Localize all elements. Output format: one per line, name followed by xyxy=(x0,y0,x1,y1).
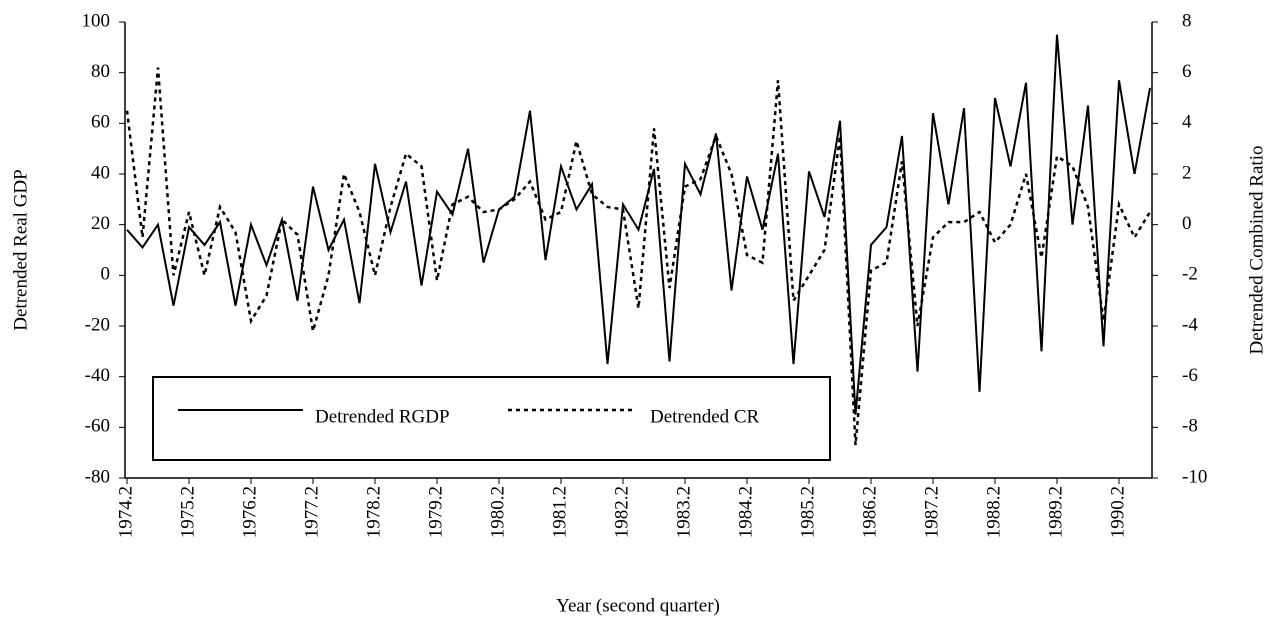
y2-tick-label: -10 xyxy=(1182,466,1207,487)
y2-tick-label: -2 xyxy=(1182,264,1198,285)
y2-tick-label: -8 xyxy=(1182,416,1198,437)
y2-tick-label: 2 xyxy=(1182,162,1192,183)
line-series xyxy=(125,67,1152,446)
y2-tick-label: 0 xyxy=(1182,213,1192,234)
legend-box xyxy=(152,376,831,461)
y-tick-label: -20 xyxy=(85,314,110,335)
y2-tick-label: 8 xyxy=(1182,10,1192,31)
line-series xyxy=(126,34,1151,415)
y2-tick-label: -4 xyxy=(1182,314,1198,335)
x-tick-label: 1974.2 xyxy=(115,486,136,538)
legend-label: Detrended CR xyxy=(650,406,760,427)
y2-tick-label: 6 xyxy=(1182,61,1192,82)
x-tick-label: 1981.2 xyxy=(549,486,570,538)
y-tick-label: 80 xyxy=(91,61,110,82)
x-tick-label: 1987.2 xyxy=(921,486,942,538)
x-tick-label: 1979.2 xyxy=(425,486,446,538)
y2-axis-title: Detrended Combined Ratio xyxy=(1246,146,1267,355)
y2-tick-label: 4 xyxy=(1182,112,1192,133)
x-tick-label: 1976.2 xyxy=(239,486,260,538)
x-tick-label: 1977.2 xyxy=(301,486,322,538)
legend-label: Detrended RGDP xyxy=(315,406,450,427)
x-tick-label: 1988.2 xyxy=(983,486,1004,538)
x-tick-label: 1986.2 xyxy=(859,486,880,538)
x-tick-label: 1984.2 xyxy=(735,486,756,538)
y-tick-label: -60 xyxy=(85,416,110,437)
x-tick-label: 1980.2 xyxy=(487,486,508,538)
y2-tick-label: -6 xyxy=(1182,365,1198,386)
x-axis-title: Year (second quarter) xyxy=(556,595,720,616)
x-tick-label: 1978.2 xyxy=(363,486,384,538)
x-tick-label: 1990.2 xyxy=(1107,486,1128,538)
y-tick-label: -80 xyxy=(85,466,110,487)
x-tick-label: 1982.2 xyxy=(611,486,632,538)
y-tick-label: 40 xyxy=(91,162,110,183)
y-axis-title: Detrended Real GDP xyxy=(10,169,31,330)
y-tick-label: 0 xyxy=(101,264,111,285)
y-tick-label: 20 xyxy=(91,213,110,234)
x-tick-label: 1983.2 xyxy=(673,486,694,538)
y-tick-label: -40 xyxy=(85,365,110,386)
y-tick-label: 100 xyxy=(82,10,111,31)
x-tick-label: 1989.2 xyxy=(1045,486,1066,538)
x-tick-label: 1975.2 xyxy=(177,486,198,538)
y-tick-label: 60 xyxy=(91,112,110,133)
x-tick-label: 1985.2 xyxy=(797,486,818,538)
